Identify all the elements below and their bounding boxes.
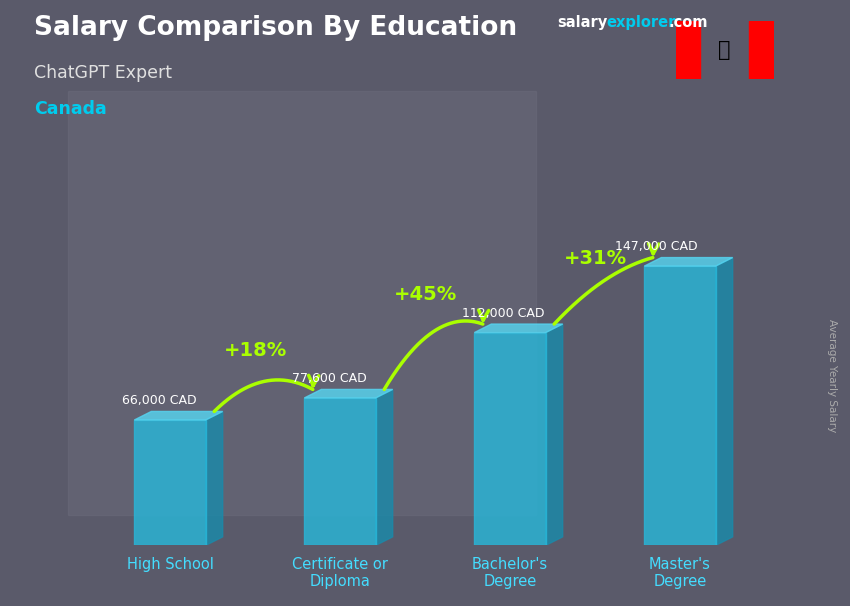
Text: 66,000 CAD: 66,000 CAD — [122, 395, 197, 407]
Text: 🍁: 🍁 — [718, 40, 731, 60]
Text: Canada: Canada — [34, 100, 107, 118]
Bar — [304, 398, 376, 545]
Text: salary: salary — [557, 15, 607, 30]
Text: explorer: explorer — [606, 15, 676, 30]
Polygon shape — [206, 411, 223, 545]
Bar — [749, 21, 774, 79]
Bar — [644, 266, 716, 545]
Bar — [676, 21, 700, 79]
Text: .com: .com — [669, 15, 708, 30]
Polygon shape — [304, 390, 393, 398]
Polygon shape — [644, 258, 733, 266]
Text: Salary Comparison By Education: Salary Comparison By Education — [34, 15, 517, 41]
Polygon shape — [474, 324, 563, 333]
Polygon shape — [546, 324, 563, 545]
Bar — [134, 420, 206, 545]
Polygon shape — [134, 411, 223, 420]
Text: +45%: +45% — [394, 285, 456, 304]
Text: +18%: +18% — [224, 341, 286, 360]
Text: +31%: +31% — [564, 250, 626, 268]
Bar — [474, 333, 546, 545]
Polygon shape — [376, 390, 393, 545]
Text: Average Yearly Salary: Average Yearly Salary — [827, 319, 837, 432]
Text: 147,000 CAD: 147,000 CAD — [615, 241, 698, 253]
Text: 77,600 CAD: 77,600 CAD — [292, 372, 367, 385]
Text: ChatGPT Expert: ChatGPT Expert — [34, 64, 172, 82]
Polygon shape — [716, 258, 733, 545]
Text: 112,000 CAD: 112,000 CAD — [462, 307, 545, 320]
